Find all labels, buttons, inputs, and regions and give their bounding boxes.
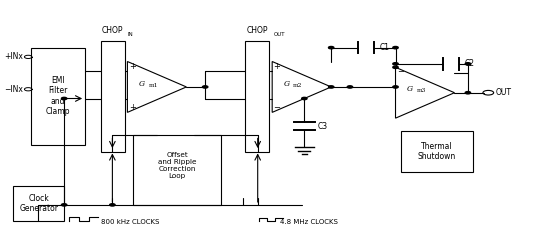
Text: OUT: OUT <box>496 88 512 97</box>
Text: CHOP: CHOP <box>102 26 123 35</box>
Circle shape <box>393 63 398 65</box>
Circle shape <box>328 47 334 49</box>
Text: −: − <box>397 67 404 77</box>
Circle shape <box>393 86 398 88</box>
Text: IN: IN <box>128 32 134 37</box>
Text: 4.8 MHz CLOCKS: 4.8 MHz CLOCKS <box>280 219 338 224</box>
Text: C3: C3 <box>318 122 328 131</box>
Circle shape <box>393 66 398 68</box>
Text: +: + <box>274 62 280 71</box>
Circle shape <box>110 204 115 206</box>
Text: +INx: +INx <box>4 52 23 61</box>
Text: m3: m3 <box>417 88 426 93</box>
Text: G: G <box>139 80 145 88</box>
Text: +: + <box>129 62 136 71</box>
Circle shape <box>302 97 307 100</box>
Text: m2: m2 <box>293 83 302 88</box>
Circle shape <box>61 204 67 206</box>
Bar <box>133 135 221 205</box>
Circle shape <box>328 86 334 88</box>
Text: Offset
and Ripple
Correction
Loop: Offset and Ripple Correction Loop <box>158 152 196 179</box>
Bar <box>401 131 473 172</box>
Circle shape <box>61 97 67 100</box>
Bar <box>101 41 125 152</box>
Circle shape <box>347 86 353 88</box>
Text: Clock
Generator: Clock Generator <box>19 194 58 213</box>
Text: 800 kHz CLOCKS: 800 kHz CLOCKS <box>101 219 159 224</box>
Text: G: G <box>284 80 290 88</box>
Polygon shape <box>272 62 331 112</box>
Circle shape <box>465 91 471 94</box>
Text: OUT: OUT <box>273 32 285 37</box>
Circle shape <box>203 86 208 88</box>
Text: −INx: −INx <box>4 85 23 94</box>
Bar <box>245 41 270 152</box>
Text: C1: C1 <box>379 43 389 52</box>
Text: C2: C2 <box>464 59 474 68</box>
Text: −: − <box>273 103 280 112</box>
Text: EMI
Filter
and
Clamp: EMI Filter and Clamp <box>45 76 70 116</box>
Bar <box>31 48 85 145</box>
Text: +: + <box>129 103 136 112</box>
Text: m1: m1 <box>148 83 158 88</box>
Polygon shape <box>127 62 186 112</box>
Text: G: G <box>407 85 413 93</box>
Text: Thermal
Shutdown: Thermal Shutdown <box>418 142 456 161</box>
Circle shape <box>465 63 471 65</box>
Circle shape <box>393 47 398 49</box>
Bar <box>13 186 64 221</box>
Polygon shape <box>396 67 454 118</box>
Text: CHOP: CHOP <box>247 26 268 35</box>
